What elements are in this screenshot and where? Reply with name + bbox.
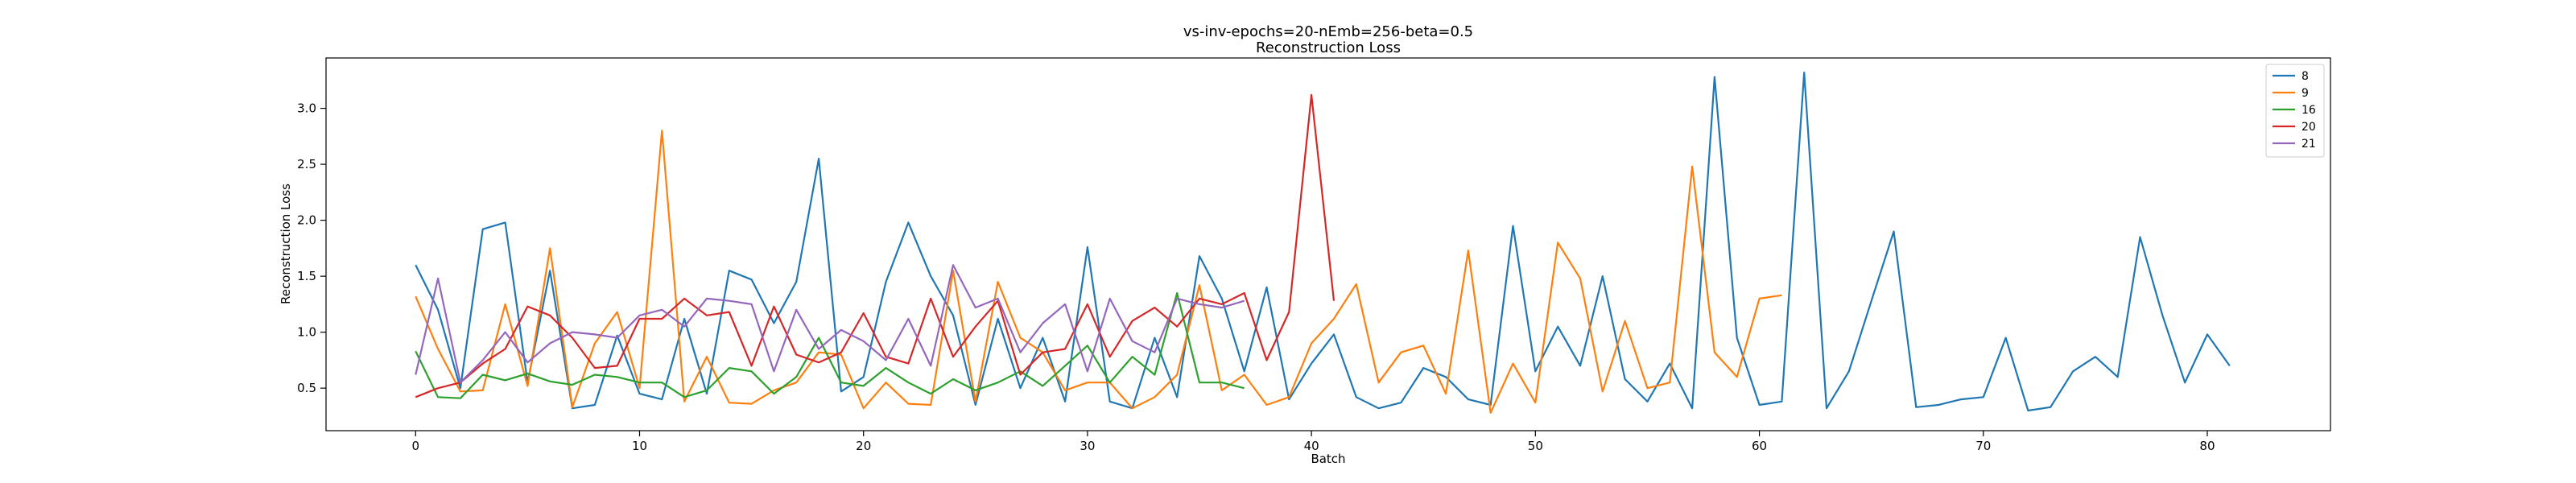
y-tick-label: 1.0 [297, 325, 316, 340]
legend-label-8: 8 [2301, 70, 2309, 83]
series-line-9 [415, 130, 1782, 414]
y-tick-label: 2.5 [297, 157, 316, 171]
plot-area [325, 57, 2331, 431]
legend-label-20: 20 [2301, 121, 2316, 134]
chart-subtitle: Reconstruction Loss [1256, 39, 1401, 56]
legend-label-9: 9 [2301, 87, 2309, 100]
x-tick-label: 70 [1975, 439, 1991, 453]
series-line-16 [415, 291, 1245, 399]
y-tick-label: 0.5 [297, 381, 316, 395]
x-tick-label: 50 [1528, 439, 1543, 453]
x-tick-label: 20 [856, 439, 871, 453]
y-tick-label: 2.0 [297, 213, 316, 228]
series-line-8 [415, 71, 2231, 412]
legend-box [2265, 64, 2325, 158]
x-axis-label: Batch [1311, 452, 1345, 466]
x-tick-label: 10 [632, 439, 647, 453]
y-tick-label: 3.0 [297, 101, 316, 116]
x-tick-label: 60 [1752, 439, 1767, 453]
y-tick-label: 1.5 [297, 269, 316, 283]
legend: 8 9 16 20 21 [2265, 64, 2325, 158]
series-line-21 [415, 264, 1245, 384]
x-tick-label: 40 [1304, 439, 1319, 453]
series-layer [415, 71, 2231, 414]
chart-title: vs-inv-epochs=20-nEmb=256-beta=0.5 [1183, 23, 1473, 40]
x-axis: 0 10 20 30 40 50 60 70 80 [412, 431, 2215, 453]
x-tick-label: 80 [2199, 439, 2215, 453]
legend-label-16: 16 [2301, 104, 2316, 117]
y-axis-label: Reconstruction Loss [279, 184, 293, 304]
legend-label-21: 21 [2301, 138, 2316, 151]
x-tick-label: 30 [1080, 439, 1095, 453]
y-axis: 0.5 1.0 1.5 2.0 2.5 3.0 [297, 101, 326, 395]
x-tick-label: 0 [412, 439, 420, 453]
